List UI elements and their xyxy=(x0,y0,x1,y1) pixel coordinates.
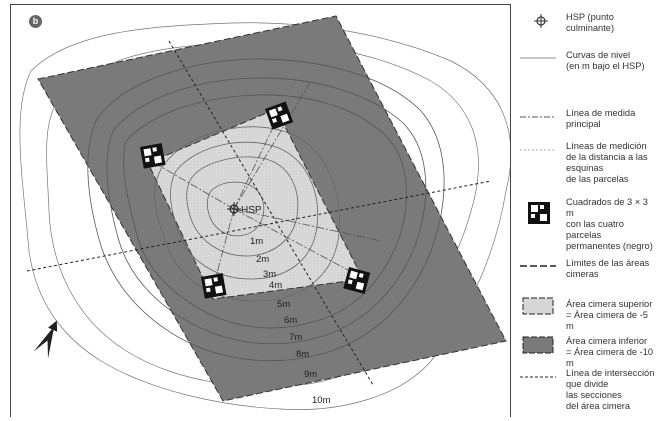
plot-square-icon xyxy=(528,202,550,224)
contour-label: 8m xyxy=(296,349,309,360)
summit-limit-icon xyxy=(520,265,556,267)
legend-upper-area: Área cimera superior = Área cimera de -5… xyxy=(566,299,653,331)
contour-line-icon xyxy=(520,57,556,59)
contour-label: 4m xyxy=(269,280,282,291)
legend-contour: Curvas de nivel (en m bajo el HSP) xyxy=(566,50,645,71)
contour-label: 6m xyxy=(284,315,297,326)
corner-line-icon xyxy=(520,149,556,151)
plot-square-icon xyxy=(265,101,294,130)
measurement-lines xyxy=(150,80,382,289)
lower-area-icon xyxy=(522,336,554,354)
plot-square-icon xyxy=(201,273,227,299)
contours-inner xyxy=(154,126,340,302)
summit-marker-icon xyxy=(534,14,548,28)
plot-square-icon xyxy=(140,143,166,169)
map-frame: HSP 1m 2m 3m 4m 5m 6m 7m 8m 9m 10m xyxy=(10,4,511,417)
legend-hsp: HSP (punto culminante) xyxy=(566,12,615,33)
contour-label: 2m xyxy=(256,254,269,265)
contour-label: 3m xyxy=(263,269,276,280)
upper-area-icon xyxy=(522,297,554,315)
contour-label: 5m xyxy=(277,299,290,310)
contour-label: 10m xyxy=(312,395,331,406)
plot-square-icon xyxy=(343,267,371,294)
contour-label: 9m xyxy=(304,369,317,380)
legend-lower-area: Área cimera inferior = Área cimera de -1… xyxy=(566,336,654,368)
legend-intersection: Línea de intersección que divide las sec… xyxy=(566,368,655,411)
legend-squares: Cuadrados de 3 × 3 m con las cuatro parc… xyxy=(566,197,653,251)
contours-mid xyxy=(87,58,445,362)
contour-labels: 1m 2m 3m 4m 5m 6m 7m 8m 9m 10m xyxy=(250,236,331,406)
legend-main-line: Línea de medida principal xyxy=(566,108,636,129)
legend-corner-lines: Líneas de medición de la distancia a las… xyxy=(566,141,648,184)
north-arrow-icon xyxy=(33,320,58,359)
summit-marker-icon xyxy=(227,202,241,216)
summit-map: HSP 1m 2m 3m 4m 5m 6m 7m 8m 9m 10m xyxy=(19,15,510,410)
main-line-icon xyxy=(520,116,556,118)
intersection-lines xyxy=(26,40,492,386)
intersection-line-icon xyxy=(520,376,556,378)
plot-squares xyxy=(140,101,371,299)
summit-label: HSP xyxy=(241,205,262,216)
contour-label: 1m xyxy=(250,236,263,247)
panel-label: b xyxy=(29,15,42,28)
contour-label: 7m xyxy=(289,332,302,343)
legend-summit-limits: Límites de las áreas cimeras xyxy=(566,258,650,279)
